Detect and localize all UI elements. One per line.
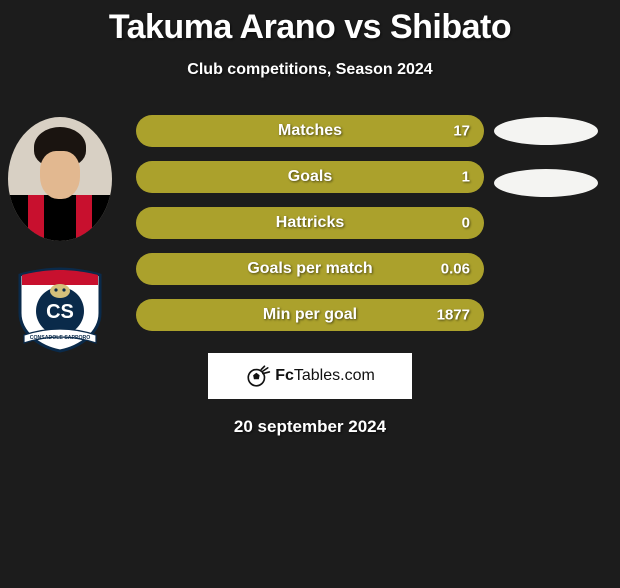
- fctables-logo: FcTables.com: [208, 353, 412, 399]
- date-line: 20 september 2024: [0, 417, 620, 437]
- bar-row-min-per-goal: Min per goal 1877: [136, 299, 484, 331]
- club-badge-ribbon-text: CONSADOLE SAPPORO: [30, 335, 91, 341]
- bar-row-matches: Matches 17: [136, 115, 484, 147]
- brand-bold: Fc: [275, 367, 294, 384]
- bar-value: 0: [462, 215, 470, 232]
- subtitle: Club competitions, Season 2024: [0, 61, 620, 79]
- soccer-ball-icon: [245, 363, 271, 389]
- bar-label: Goals: [288, 168, 332, 186]
- brand-rest: Tables.com: [294, 367, 375, 384]
- left-avatar-column: CS CONSADOLE SAPPORO: [8, 115, 112, 353]
- bar-value: 17: [453, 123, 470, 140]
- bar-label: Hattricks: [276, 214, 344, 232]
- placeholder-ellipse: [494, 169, 598, 197]
- player-photo: [8, 117, 112, 241]
- club-badge-svg: CS CONSADOLE SAPPORO: [8, 265, 112, 353]
- placeholder-ellipse: [494, 117, 598, 145]
- bar-label: Min per goal: [263, 306, 357, 324]
- bar-value: 1877: [437, 307, 470, 324]
- page-title: Takuma Arano vs Shibato: [0, 8, 620, 47]
- bar-label: Goals per match: [247, 260, 372, 278]
- bar-value: 0.06: [441, 261, 470, 278]
- stat-bars: Matches 17 Goals 1 Hattricks 0 Goals per…: [136, 115, 484, 331]
- bar-row-goals: Goals 1: [136, 161, 484, 193]
- club-badge-letters: CS: [46, 301, 74, 323]
- bar-row-goals-per-match: Goals per match 0.06: [136, 253, 484, 285]
- bar-value: 1: [462, 169, 470, 186]
- bar-label: Matches: [278, 122, 342, 140]
- right-placeholder-column: [494, 115, 598, 221]
- comparison-content: CS CONSADOLE SAPPORO Matches 17 Goals 1 …: [0, 115, 620, 331]
- bar-row-hattricks: Hattricks 0: [136, 207, 484, 239]
- club-badge: CS CONSADOLE SAPPORO: [8, 265, 112, 353]
- brand-text: FcTables.com: [275, 367, 375, 385]
